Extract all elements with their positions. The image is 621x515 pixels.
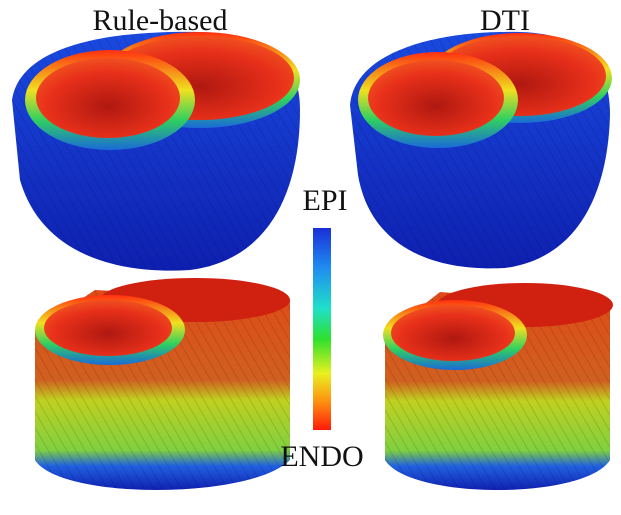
heart-rule-based-top: [12, 32, 300, 271]
colorbar: [313, 228, 331, 430]
colorbar-bottom-label: ENDO: [280, 440, 363, 473]
panel-title: Rule-based: [93, 4, 228, 37]
colorbar-top-label: EPI: [303, 184, 348, 217]
page: {"panels": {"rule_based": {"title": "Rul…: [0, 0, 621, 515]
heart-dti-bottom: [383, 283, 613, 490]
figure: Rule-based DTI EPI ENDO: [0, 0, 621, 515]
heart-rule-based-bottom: [35, 278, 290, 490]
heart-dti-top: [350, 32, 612, 269]
